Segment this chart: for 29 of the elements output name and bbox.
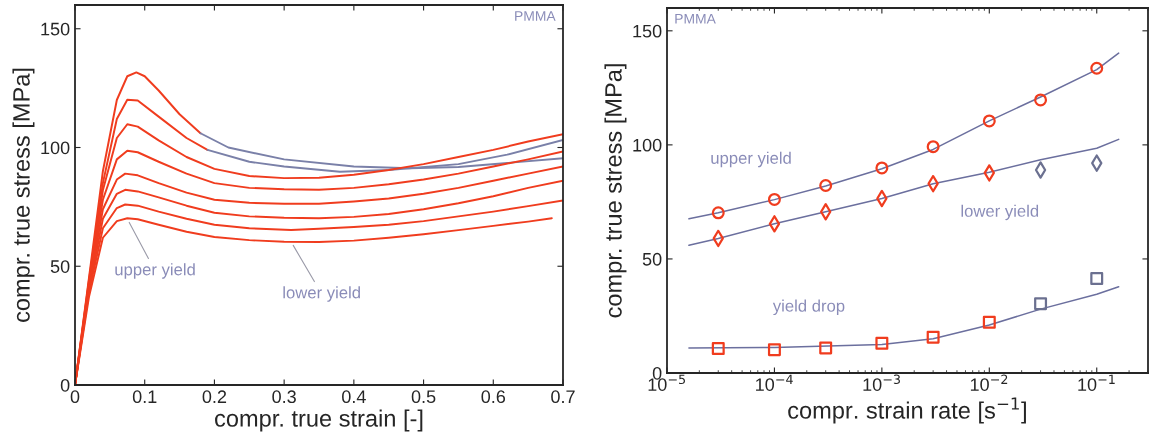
annotation: lower yield: [283, 286, 360, 302]
y-tick-label: 150: [41, 22, 70, 36]
x-tick-label: 10$^{−4}$: [756, 374, 793, 391]
x-tick-label: 0.2: [202, 390, 227, 404]
annotation: upper yield: [711, 151, 791, 168]
y-tick-label: 50: [642, 252, 662, 266]
x-tick-label: 0.7: [551, 390, 575, 404]
x-axis-title: compr. strain rate [s$^{−1}$]: [788, 397, 1026, 424]
x-tick-label: 0.1: [132, 390, 157, 404]
x-axis-title: compr. true strain [-]: [215, 409, 423, 432]
annotation: PMMA: [675, 13, 716, 24]
x-tick-label: 0.5: [411, 390, 436, 404]
annotation: PMMA: [515, 11, 556, 21]
y-axis-title: compr. true stress [MPa]: [604, 64, 627, 318]
x-tick-label: 10$^{−1}$: [1078, 374, 1115, 391]
y-tick-label: 100: [633, 138, 662, 152]
annotation: yield drop: [772, 299, 845, 316]
x-tick-label: 0.6: [481, 390, 506, 404]
annotation: lower yield: [961, 204, 1039, 221]
y-tick-label: 150: [633, 24, 662, 38]
x-tick-label: 0.4: [342, 390, 366, 404]
annotation: upper yield: [115, 263, 195, 279]
x-tick-label: 0.3: [272, 390, 296, 404]
x-tick-label: 10$^{−3}$: [863, 374, 900, 391]
y-tick-label: 50: [50, 260, 70, 273]
y-axis-title: compr. true stress [MPa]: [12, 68, 35, 322]
x-tick-label: 0: [70, 390, 80, 404]
y-tick-label: 100: [41, 141, 70, 155]
x-tick-label: 10$^{−2}$: [970, 374, 1008, 391]
